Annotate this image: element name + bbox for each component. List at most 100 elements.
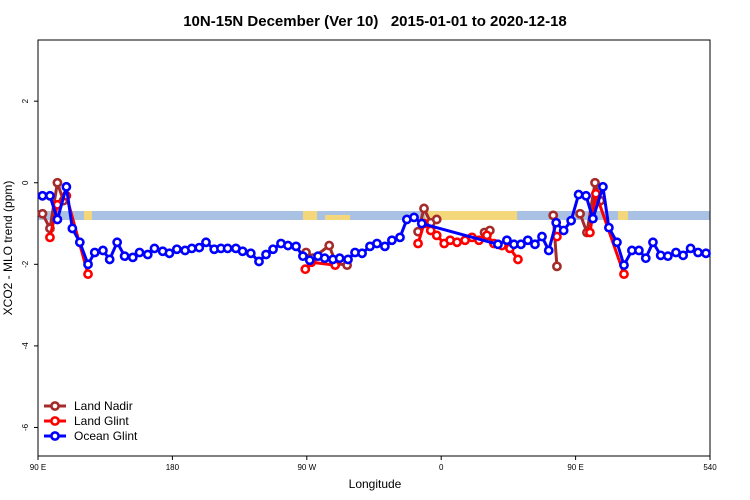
data-point [585,227,595,238]
data-point [419,203,429,214]
data-point [104,254,115,265]
data-point [558,225,569,236]
data-point [431,230,442,241]
land-strip [425,211,517,220]
data-point [588,213,598,224]
legend-label: Land Glint [74,414,129,428]
data-point [493,239,503,250]
y-tick-label: -6 [21,423,30,431]
data-point [619,260,629,271]
data-point [530,239,540,250]
data-point [319,253,330,264]
data-point [119,251,130,262]
data-point [516,239,526,250]
data-point [634,245,644,256]
data-point [261,249,271,260]
ocean-strip [38,211,710,220]
data-point [237,246,248,257]
data-point [89,247,100,258]
data-point [513,254,523,265]
x-tick-label: 0 [439,463,444,472]
data-point [409,212,419,223]
data-point [245,248,256,259]
data-point [590,177,600,188]
data-point [678,250,689,261]
data-point [413,238,423,249]
data-point [334,253,345,264]
data-point [283,240,293,251]
y-tick-label: 2 [21,98,30,103]
legend-label: Ocean Glint [74,429,138,443]
data-point [45,190,55,201]
data-point [431,214,442,225]
data-point [395,232,405,243]
data-point [127,252,138,263]
x-tick-label: 180 [166,463,180,472]
series [37,181,711,271]
data-point [268,244,278,255]
data-point [67,223,78,234]
land-strip [84,211,92,220]
data-point [502,235,512,246]
data-point [194,242,205,253]
data-point [300,264,311,275]
x-tick-label: 540 [703,463,717,472]
y-tick-label: -2 [21,260,30,268]
data-point [45,232,55,243]
data-point [640,253,651,264]
data-point [83,269,93,280]
data-point [291,241,301,252]
data-point [701,248,711,259]
data-point [61,181,72,192]
data-point [343,254,353,265]
y-axis-label: XCO2 - MLO trend (ppm) [1,181,15,316]
data-point [171,244,182,255]
data-point [551,217,562,228]
map-strip [38,211,710,220]
data-point [387,235,397,246]
land-strip [303,211,317,220]
data-point [693,247,703,258]
data-point [380,241,390,252]
data-point [552,261,562,272]
legend-marker [50,401,60,411]
data-point [566,215,577,226]
data-point [298,251,308,262]
x-tick-label: 90 W [297,463,316,472]
data-point [357,248,367,259]
data-point [134,247,145,258]
data-point [74,237,85,248]
y-tick-label: 0 [21,180,30,185]
data-point [83,259,93,270]
x-axis-label: Longitude [349,477,402,491]
data-point [186,243,197,254]
data-point [254,256,264,267]
data-point [304,255,315,266]
data-point [201,237,211,248]
legend-marker [50,431,60,441]
data-point [142,249,153,260]
data-point [52,214,63,225]
data-point [416,218,427,229]
data-point [604,222,614,233]
data-point [372,238,382,249]
data-point [37,190,48,201]
x-tick-label: 90 E [567,463,583,472]
data-point [685,243,696,254]
data-point [481,230,492,241]
data-point [98,245,108,256]
data-point [149,243,160,254]
chart-title: 10N-15N December (Ver 10) 2015-01-01 to … [183,13,567,30]
land-strip [618,211,628,220]
data-point [598,181,608,192]
data-point [164,248,175,259]
data-point [581,190,591,201]
x-tick-label: 90 E [30,463,46,472]
data-point [575,208,585,219]
data-point [573,189,584,200]
data-point [537,231,547,242]
data-point [662,251,673,262]
data-point [619,269,629,280]
y-tick-label: -4 [21,342,30,350]
